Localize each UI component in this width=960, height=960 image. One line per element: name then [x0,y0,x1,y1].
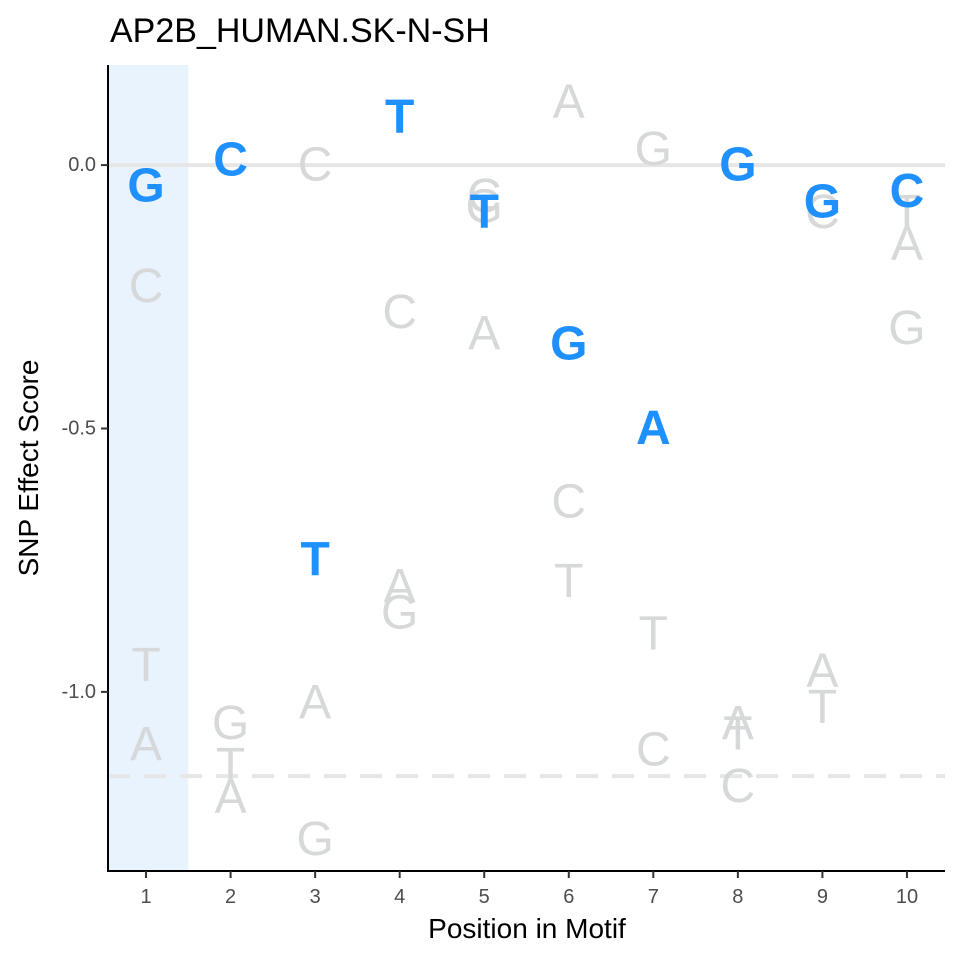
alt-letter-pos6-a: A [553,75,585,128]
alt-letter-pos7-c: C [636,723,671,776]
alt-letter-pos3-a: A [299,676,331,729]
x-tick-label: 1 [140,886,151,908]
chart-title: AP2B_HUMAN.SK-N-SH [110,12,490,50]
alt-letter-pos9-c: C [805,186,840,239]
alt-letter-pos1-t: T [131,639,160,692]
x-tick-label: 8 [732,886,743,908]
ref-letter-pos10-c: C [890,165,925,218]
ref-letter-pos2-c: C [213,133,248,186]
x-tick-label: 10 [896,886,918,908]
x-tick-label: 7 [648,886,659,908]
ref-letter-pos8-g: G [719,139,756,192]
alt-letter-pos6-c: C [551,476,586,529]
alt-letter-pos8-a: A [722,697,754,750]
alt-letter-pos5-c: C [467,170,502,223]
y-tick-label: 0.0 [68,154,96,176]
ref-letter-pos4-t: T [385,91,414,144]
y-axis-title: SNP Effect Score [13,360,44,577]
alt-letter-pos2-a: A [215,771,247,824]
ref-letter-pos6-g: G [550,318,587,371]
alt-letter-pos5-g: G [466,181,503,234]
ref-letter-pos9-g: G [804,175,841,228]
x-axis-title: Position in Motif [428,913,626,944]
highlight-band [108,65,189,871]
alt-letter-pos6-t: T [554,555,583,608]
x-tick-label: 5 [479,886,490,908]
ref-letter-pos5-t: T [470,186,499,239]
alt-letter-pos7-t: T [639,607,668,660]
alt-letter-pos2-t: T [216,739,245,792]
y-tick-label: -1.0 [62,681,96,703]
alt-letter-pos10-a: A [891,218,923,271]
plot-background [108,65,189,871]
alt-letter-pos8-t: T [723,708,752,761]
alt-letter-pos3-c: C [298,139,333,192]
alt-letter-pos10-t: T [892,186,921,239]
alt-letter-pos7-g: G [635,123,672,176]
ref-letter-pos3-t: T [300,534,329,587]
x-tick-label: 6 [563,886,574,908]
x-tick-label: 2 [225,886,236,908]
gridlines [108,163,945,779]
x-tick-label: 3 [310,886,321,908]
ref-letter-pos1-g: G [127,160,164,213]
alt-letter-pos2-g: G [212,697,249,750]
alt-letter-pos10-g: G [888,302,925,355]
alt-letter-pos9-a: A [806,644,838,697]
alt-letter-pos4-c: C [382,286,417,339]
ref-letter-pos7-a: A [636,402,671,455]
alt-letter-pos4-g: G [381,586,418,639]
alt-letter-pos8-c: C [721,760,756,813]
alt-letter-pos9-t: T [808,681,837,734]
alt-letter-pos5-a: A [468,307,500,360]
x-tick-label: 9 [817,886,828,908]
alt-letter-pos1-c: C [129,260,164,313]
x-tick-label: 4 [394,886,405,908]
alt-letter-pos3-g: G [296,813,333,866]
axes: 1 2 3 4 5 6 7 8 9 10 0.0 -0.5 -1.0 [62,65,945,908]
y-tick-label: -0.5 [62,417,96,439]
alt-letter-pos1-a: A [130,718,162,771]
alt-letter-pos4-a: A [384,560,416,613]
